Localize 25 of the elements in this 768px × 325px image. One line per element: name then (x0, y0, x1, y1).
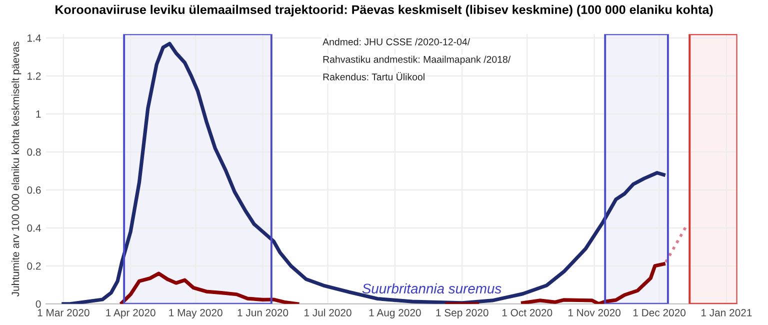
chart-title: Koroonaviiruse leviku ülemaailmsed trajektoorid: Päevas keskmiselt (libisev keskmine) (100 000 elaniku kohta) (56, 4, 713, 17)
y-tick-label: 0.4 (27, 224, 41, 232)
x-tick-label: 1 Nov 2020 (568, 309, 621, 316)
x-tick-label: 1 Jul 2020 (304, 308, 352, 316)
x-tick-label: 1 Oct 2020 (502, 309, 552, 316)
y-tick-label: 0.8 (27, 148, 41, 156)
x-tick-label: 1 May 2020 (169, 309, 222, 318)
x-tick-label: 1 Aug 2020 (369, 309, 421, 318)
y-tick-label: 1.4 (28, 34, 41, 42)
x-tick-label: 1 Jun 2020 (238, 309, 288, 316)
y-axis-title: Juhtumite arv 100 000 elaniku kohta keskmiselt päevas (11, 42, 22, 297)
x-tick-label: 1 Mar 2020 (38, 309, 90, 316)
x-tick-label: 1 Apr 2020 (106, 309, 156, 318)
y-tick-label: 0.2 (27, 262, 41, 270)
x-tick-label: 1 Dec 2020 (633, 309, 686, 316)
y-tick-label: 0 (36, 300, 41, 308)
y-tick-label: 0.6 (27, 186, 41, 194)
annotation: Rakendus: Tartu Ülikool (323, 72, 424, 80)
annotation: Suurbritannia suremus (362, 283, 502, 294)
x-tick-label: 1 Sep 2020 (436, 309, 488, 318)
annotation: Rahvastiku andmestik: Maailmapank /2018/ (323, 56, 511, 65)
y-tick-label: 1 (36, 110, 41, 118)
x-tick-label: 1 Jan 2021 (701, 309, 752, 316)
y-tick-label: 1.2 (28, 72, 41, 80)
annotation: Andmed: JHU CSSE /2020-12-04/ (322, 38, 470, 46)
